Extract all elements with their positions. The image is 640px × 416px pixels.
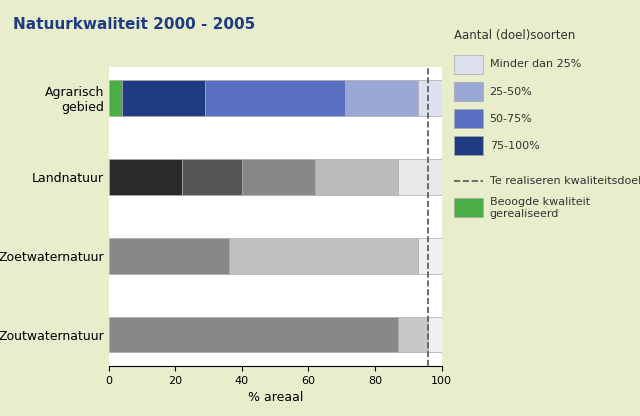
Bar [182, 159, 242, 195]
Bar [345, 80, 419, 116]
Bar [242, 159, 315, 195]
Bar [428, 317, 442, 352]
Text: 25-50%: 25-50% [490, 87, 532, 97]
Bar [419, 80, 442, 116]
Text: Te realiseren kwaliteitsdoel: Te realiseren kwaliteitsdoel [490, 176, 640, 186]
Bar [315, 159, 398, 195]
Bar [398, 159, 442, 195]
Bar [109, 238, 228, 274]
Bar [419, 238, 442, 274]
Text: Natuurkwaliteit 2000 - 2005: Natuurkwaliteit 2000 - 2005 [13, 17, 255, 32]
Bar [109, 159, 182, 195]
Bar [109, 80, 122, 116]
X-axis label: % areaal: % areaal [248, 391, 303, 404]
Bar [205, 80, 345, 116]
Text: Beoogde kwaliteit
gerealiseerd: Beoogde kwaliteit gerealiseerd [490, 197, 589, 218]
Text: Minder dan 25%: Minder dan 25% [490, 59, 581, 69]
Text: Aantal (doel)soorten: Aantal (doel)soorten [454, 29, 575, 42]
Text: 75-100%: 75-100% [490, 141, 540, 151]
Bar [122, 80, 205, 116]
Bar [228, 238, 419, 274]
Bar [398, 317, 428, 352]
Bar [109, 317, 398, 352]
Text: 50-75%: 50-75% [490, 114, 532, 124]
